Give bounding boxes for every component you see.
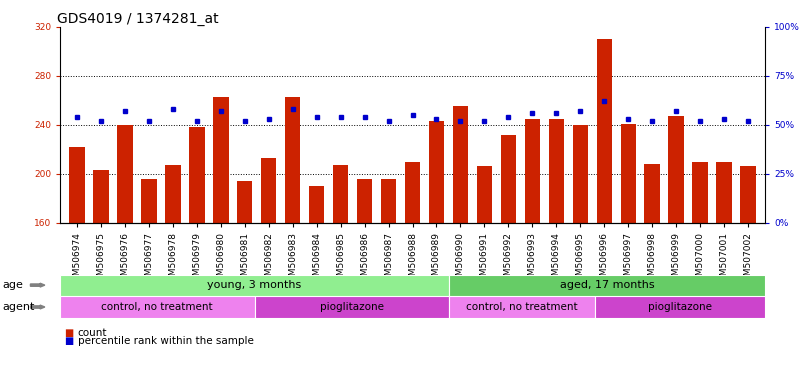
Bar	[740, 166, 756, 223]
Bar	[429, 121, 445, 223]
Bar	[69, 147, 85, 223]
Bar	[332, 165, 348, 223]
Text: GDS4019 / 1374281_at: GDS4019 / 1374281_at	[57, 12, 218, 26]
Bar	[93, 170, 109, 223]
Bar	[595, 296, 765, 318]
Bar	[405, 162, 421, 223]
Bar	[477, 166, 493, 223]
Text: aged, 17 months: aged, 17 months	[560, 280, 654, 290]
Text: pioglitazone: pioglitazone	[320, 302, 384, 312]
Bar	[645, 164, 660, 223]
Text: count: count	[78, 328, 107, 338]
Bar	[213, 97, 228, 223]
Bar	[597, 39, 612, 223]
Text: percentile rank within the sample: percentile rank within the sample	[78, 336, 254, 346]
Bar	[60, 275, 449, 296]
Bar	[716, 162, 732, 223]
Bar	[189, 127, 204, 223]
Bar	[165, 165, 180, 223]
Text: ■: ■	[64, 336, 74, 346]
Bar	[449, 275, 765, 296]
Bar	[255, 296, 449, 318]
Text: age: age	[2, 280, 23, 290]
Bar	[261, 158, 276, 223]
Text: ■: ■	[64, 328, 74, 338]
Text: control, no treatment: control, no treatment	[466, 302, 578, 312]
Bar	[237, 181, 252, 223]
Text: agent: agent	[2, 302, 34, 312]
Bar	[117, 125, 133, 223]
Text: young, 3 months: young, 3 months	[207, 280, 302, 290]
Bar	[669, 116, 684, 223]
Bar	[692, 162, 708, 223]
Bar	[380, 179, 396, 223]
Text: pioglitazone: pioglitazone	[648, 302, 712, 312]
Bar	[549, 119, 564, 223]
Bar	[621, 124, 636, 223]
Bar	[525, 119, 540, 223]
Bar	[573, 125, 588, 223]
Bar	[309, 186, 324, 223]
Bar	[453, 106, 469, 223]
Bar	[449, 296, 595, 318]
Bar	[501, 134, 516, 223]
Bar	[60, 296, 255, 318]
Bar	[356, 179, 372, 223]
Bar	[141, 179, 156, 223]
Bar	[285, 97, 300, 223]
Text: control, no treatment: control, no treatment	[102, 302, 213, 312]
